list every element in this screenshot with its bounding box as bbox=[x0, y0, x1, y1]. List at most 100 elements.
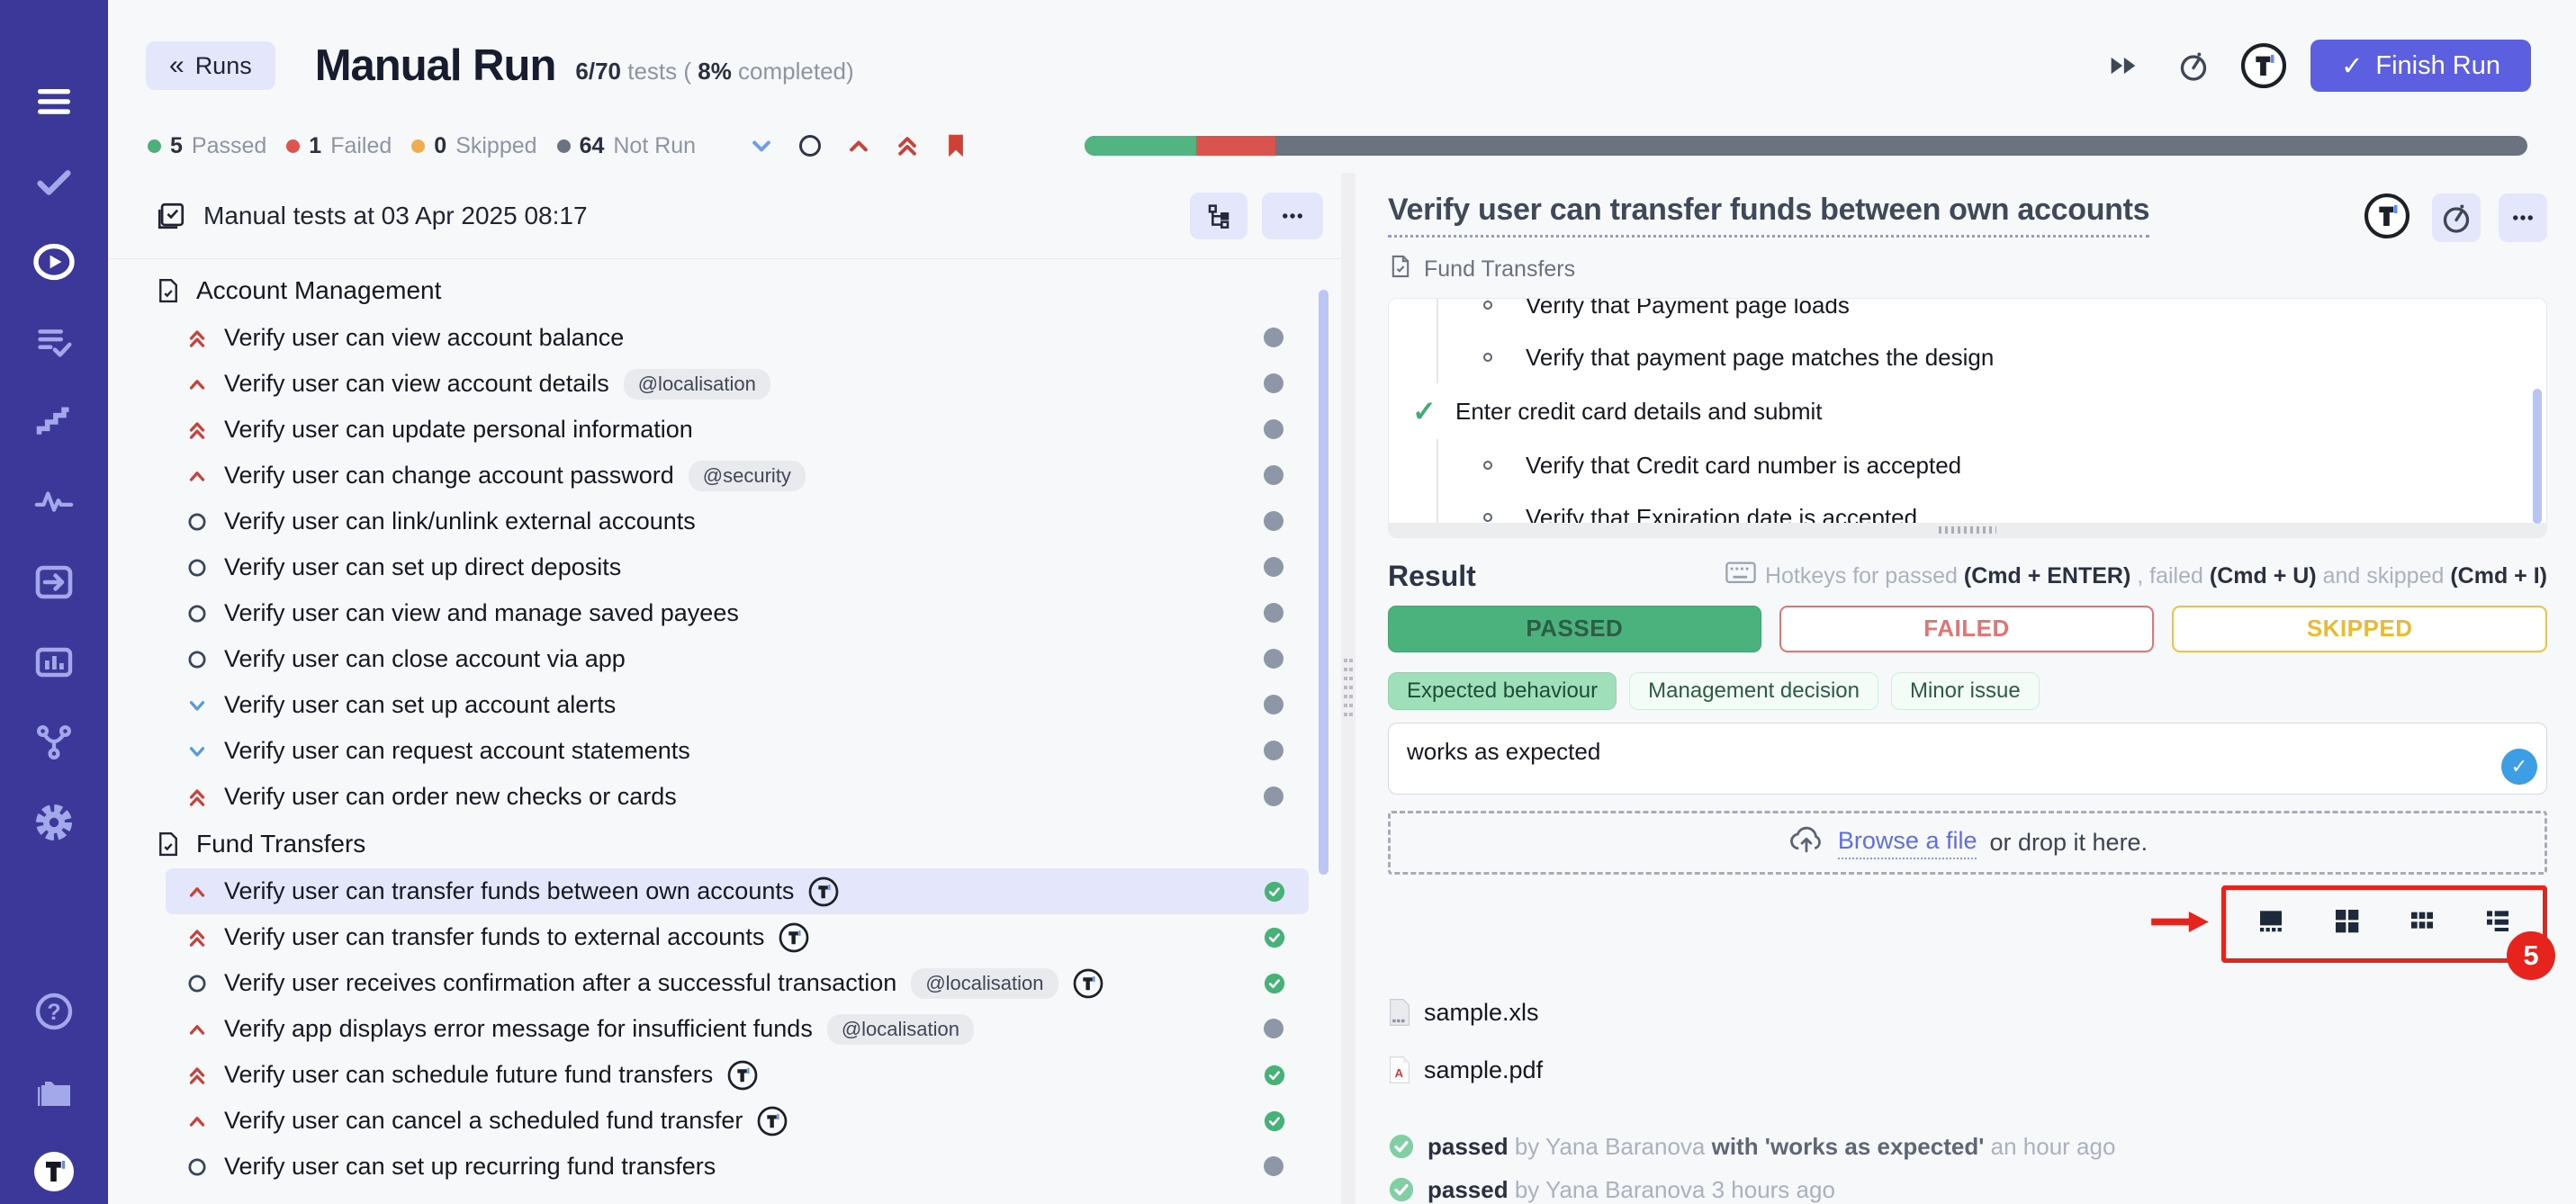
skipped-button[interactable]: SKIPPED bbox=[2172, 605, 2548, 652]
finish-run-button[interactable]: ✓ Finish Run bbox=[2310, 40, 2531, 92]
high-priority-icon bbox=[185, 1017, 210, 1042]
stopwatch-icon-button[interactable] bbox=[2432, 193, 2481, 242]
annotation-number-badge: 5 bbox=[2507, 931, 2555, 980]
test-row[interactable]: Verify user can change account password @… bbox=[166, 453, 1309, 499]
breadcrumb[interactable]: Fund Transfers bbox=[1388, 254, 1575, 285]
stat-passed: 5 Passed bbox=[148, 133, 266, 159]
result-tag-chip[interactable]: Minor issue bbox=[1890, 671, 2040, 710]
normal-priority-icon bbox=[185, 601, 210, 626]
runs-play-icon[interactable] bbox=[27, 235, 81, 289]
file-name: sample.xls bbox=[1424, 998, 1539, 1026]
bullet-icon bbox=[1483, 513, 1492, 522]
fast-forward-icon[interactable] bbox=[2100, 42, 2147, 89]
view-2col-icon[interactable] bbox=[2332, 906, 2361, 935]
tests-check-icon[interactable] bbox=[27, 155, 81, 209]
more-icon-button[interactable] bbox=[2499, 193, 2547, 242]
back-label: Runs bbox=[194, 51, 252, 79]
import-icon[interactable] bbox=[27, 555, 81, 609]
submit-comment-button[interactable]: ✓ bbox=[2501, 749, 2537, 786]
test-name: Verify user can change account password bbox=[224, 462, 674, 489]
history-entry: passed by Yana Baranova 3 hours ago bbox=[1388, 1175, 2547, 1204]
file-name: sample.pdf bbox=[1424, 1056, 1544, 1083]
high-priority-icon bbox=[185, 1109, 210, 1134]
sidebar: ? bbox=[0, 0, 108, 1204]
steps-icon[interactable] bbox=[27, 395, 81, 449]
test-row[interactable]: Verify user can order new checks or card… bbox=[166, 774, 1309, 820]
attached-file-row[interactable]: sample.xls bbox=[1388, 995, 2547, 1029]
steps-resize-handle[interactable] bbox=[1389, 522, 2546, 537]
test-row[interactable]: Verify user can view account balance bbox=[166, 315, 1309, 361]
settings-gear-icon[interactable] bbox=[27, 795, 81, 849]
panel-resizer[interactable] bbox=[1341, 173, 1356, 1204]
status-dot-icon bbox=[411, 139, 426, 153]
failed-button[interactable]: FAILED bbox=[1779, 605, 2155, 652]
status-passed-icon bbox=[1264, 973, 1285, 994]
circle-icon[interactable] bbox=[797, 132, 824, 159]
test-row[interactable]: Verify user can close account via app bbox=[166, 636, 1309, 682]
steps-scrollbar[interactable] bbox=[2533, 389, 2542, 524]
suite-group-header[interactable]: Fund Transfers bbox=[108, 820, 1341, 868]
automation-logo-icon bbox=[779, 922, 809, 953]
run-progress-text: 6/70 tests ( 8% completed) bbox=[575, 57, 854, 85]
tree-view-icon-button[interactable] bbox=[1190, 192, 1247, 239]
pulse-icon[interactable] bbox=[27, 475, 81, 529]
progress-passed-segment bbox=[1085, 136, 1197, 156]
status-notrun-icon bbox=[1264, 648, 1285, 670]
logo-round-icon[interactable] bbox=[27, 1145, 81, 1199]
browse-file-link[interactable]: Browse a file bbox=[1837, 827, 1977, 859]
analytics-icon[interactable] bbox=[27, 635, 81, 689]
test-row[interactable]: Verify user can set up account alerts bbox=[166, 682, 1309, 728]
checklist-icon bbox=[155, 200, 187, 232]
menu-icon[interactable] bbox=[27, 75, 81, 129]
test-detail-panel: Verify user can transfer funds between o… bbox=[1356, 173, 2576, 1204]
branch-icon[interactable] bbox=[27, 715, 81, 769]
test-row[interactable]: Verify user can view and manage saved pa… bbox=[166, 590, 1309, 636]
result-tag-chip[interactable]: Management decision bbox=[1629, 671, 1878, 710]
back-to-runs-button[interactable]: « Runs bbox=[146, 41, 275, 90]
view-list-icon[interactable] bbox=[2483, 906, 2512, 935]
test-row[interactable]: Verify user can view account details @loc… bbox=[166, 361, 1309, 407]
result-tag-chip[interactable]: Expected behaviour bbox=[1388, 671, 1617, 710]
test-row[interactable]: Verify user can link/unlink external acc… bbox=[166, 499, 1309, 544]
highest-priority-icon bbox=[185, 1063, 210, 1088]
breadcrumb-label: Fund Transfers bbox=[1424, 256, 1576, 282]
test-row[interactable]: Verify user can set up direct deposits bbox=[166, 544, 1309, 590]
view-grid-icon[interactable] bbox=[2408, 906, 2436, 935]
test-row[interactable]: Verify app displays error message for in… bbox=[166, 1006, 1309, 1052]
status-passed-icon bbox=[1264, 1110, 1285, 1132]
stopwatch-icon[interactable] bbox=[2170, 42, 2217, 89]
highest-priority-icon bbox=[185, 925, 210, 950]
test-row[interactable]: Verify user can schedule future fund tra… bbox=[166, 1052, 1309, 1098]
status-notrun-icon bbox=[1264, 1018, 1285, 1040]
logo-mini-icon[interactable] bbox=[2240, 42, 2287, 89]
test-row[interactable]: Verify user can update personal informat… bbox=[166, 407, 1309, 453]
test-row[interactable]: Verify user can request account statemen… bbox=[166, 728, 1309, 774]
file-dropzone[interactable]: Browse a file or drop it here. bbox=[1388, 811, 2547, 875]
view-large-icon[interactable] bbox=[2256, 906, 2285, 935]
projects-folder-icon[interactable] bbox=[27, 1065, 81, 1119]
test-plans-icon[interactable] bbox=[27, 315, 81, 369]
content-row: Manual tests at 03 Apr 2025 08:17 Accoun… bbox=[108, 173, 2576, 1204]
test-row[interactable]: Verify user can transfer funds between o… bbox=[166, 868, 1309, 914]
passed-button[interactable]: PASSED bbox=[1388, 605, 1761, 652]
left-list-scrollbar[interactable] bbox=[1319, 290, 1329, 875]
test-name: Verify app displays error message for in… bbox=[224, 1015, 813, 1042]
help-icon[interactable]: ? bbox=[27, 984, 81, 1038]
bookmark-icon[interactable] bbox=[942, 132, 969, 159]
chevron-down-icon[interactable] bbox=[748, 132, 775, 159]
suite-group-header[interactable]: Account Management bbox=[108, 266, 1341, 315]
more-icon-button[interactable] bbox=[1262, 192, 1323, 239]
status-notrun-icon bbox=[1264, 602, 1285, 624]
test-row[interactable]: Verify user can transfer funds to extern… bbox=[166, 914, 1309, 960]
comment-input[interactable]: works as expected ✓ bbox=[1388, 722, 2547, 795]
resizer-grip-icon bbox=[1344, 659, 1353, 722]
low-priority-icon bbox=[185, 693, 210, 718]
test-name: Verify user can set up account alerts bbox=[224, 691, 617, 718]
double-chevron-up-icon[interactable] bbox=[894, 132, 921, 159]
chevron-up-icon[interactable] bbox=[845, 132, 872, 159]
test-row[interactable]: Verify user receives confirmation after … bbox=[166, 960, 1309, 1006]
result-row: Result Hotkeys for passed (Cmd + ENTER) … bbox=[1388, 560, 2547, 593]
test-row[interactable]: Verify user can set up recurring fund tr… bbox=[166, 1144, 1309, 1190]
test-row[interactable]: Verify user can cancel a scheduled fund … bbox=[166, 1098, 1309, 1144]
